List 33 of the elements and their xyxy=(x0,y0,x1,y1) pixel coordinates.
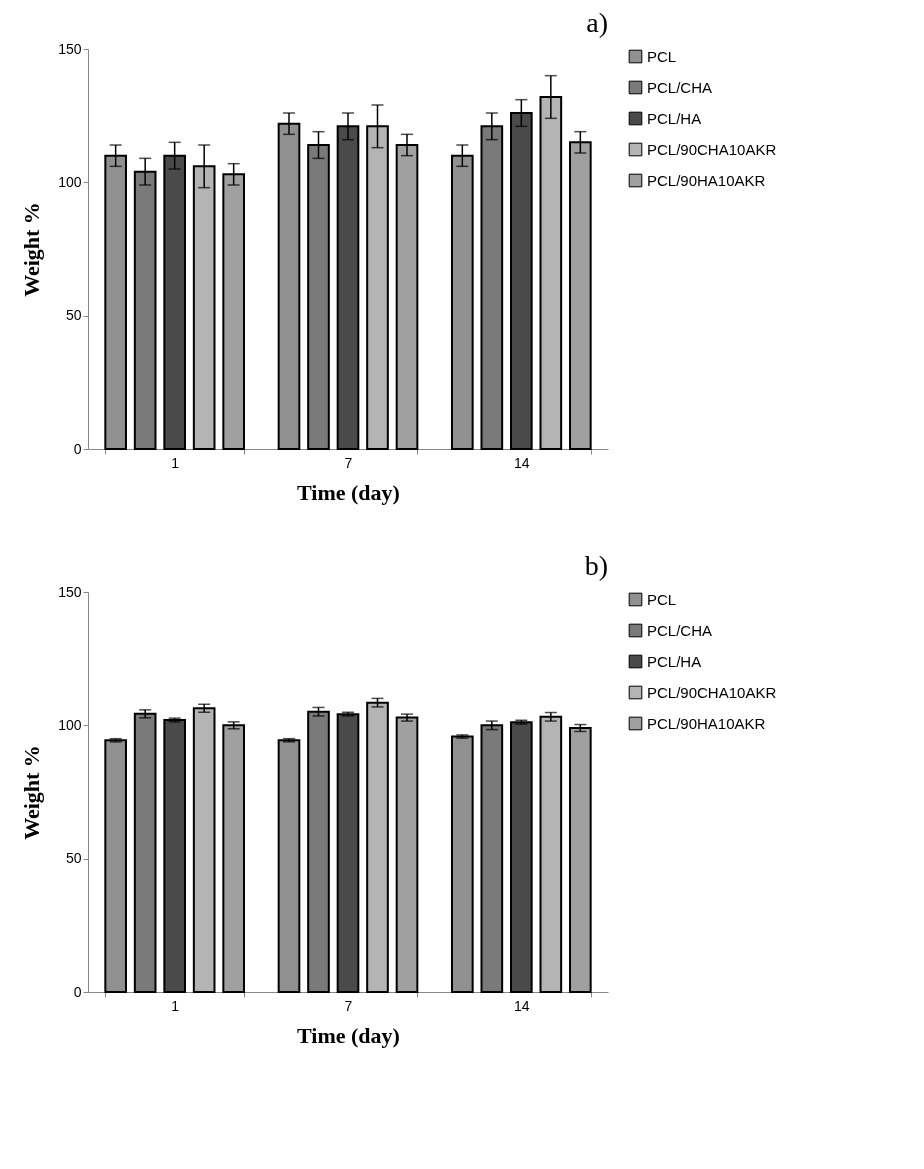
x-tick-label: 1 xyxy=(171,454,180,471)
chart-title: b) xyxy=(584,550,608,581)
legend-label: PCL/CHA xyxy=(647,621,713,639)
y-tick-label: 0 xyxy=(73,983,82,1000)
x-axis-title: Time (day) xyxy=(297,1022,400,1048)
chart-title: a) xyxy=(586,7,608,38)
x-tick-label: 1 xyxy=(171,997,180,1014)
legend-label: PCL/90CHA10AKR xyxy=(647,683,777,701)
legend-label: PCL/90HA10AKR xyxy=(647,171,766,189)
y-tick-label: 100 xyxy=(58,716,82,733)
x-tick-label: 14 xyxy=(514,997,530,1014)
legend-label: PCL/HA xyxy=(647,652,702,670)
legend-label: PCL/90CHA10AKR xyxy=(647,140,777,158)
x-tick-label: 7 xyxy=(344,997,353,1014)
x-tick-label: 14 xyxy=(514,454,530,471)
y-tick-label: 100 xyxy=(58,173,82,190)
legend-label: PCL xyxy=(647,590,677,608)
y-axis-title: Weight % xyxy=(19,745,45,840)
x-axis-title: Time (day) xyxy=(297,479,400,505)
bar xyxy=(510,721,533,993)
y-tick-label: 150 xyxy=(58,583,82,600)
x-tick-label: 7 xyxy=(344,454,353,471)
bar xyxy=(163,719,186,993)
y-tick-label: 50 xyxy=(65,850,82,867)
y-axis-title: Weight % xyxy=(19,202,45,297)
y-tick-label: 50 xyxy=(65,307,82,324)
legend-label: PCL xyxy=(647,47,677,65)
legend-label: PCL/HA xyxy=(647,109,702,127)
y-tick-label: 150 xyxy=(58,40,82,57)
legend-label: PCL/CHA xyxy=(647,78,713,96)
y-tick-label: 0 xyxy=(73,440,82,457)
bar xyxy=(336,713,360,993)
legend-label: PCL/90HA10AKR xyxy=(647,714,766,732)
